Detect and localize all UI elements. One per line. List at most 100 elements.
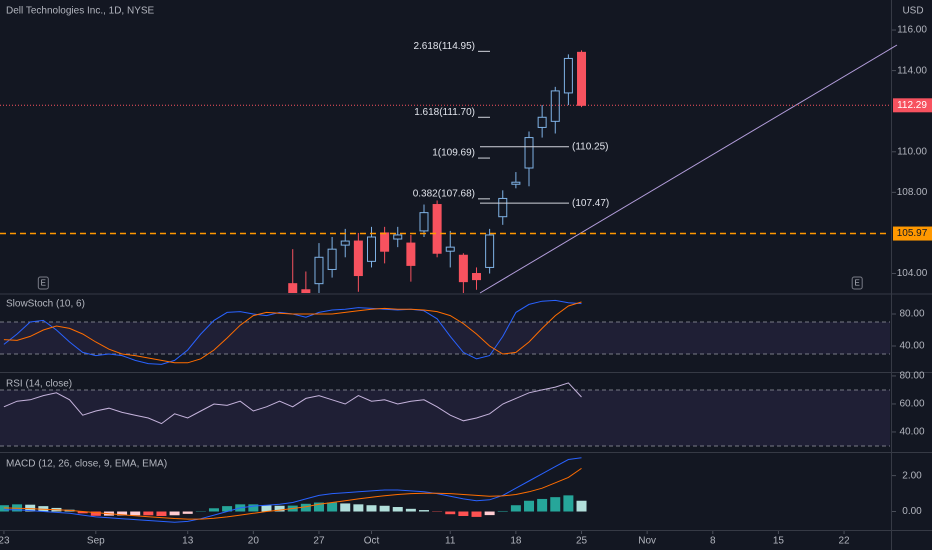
candle-body bbox=[340, 240, 350, 246]
indicator-title: SlowStoch (10, 6) bbox=[6, 299, 85, 310]
y-tick-label: 60.00 bbox=[899, 399, 924, 410]
histogram-bar bbox=[77, 511, 88, 514]
candle-body bbox=[498, 197, 508, 218]
candle-body bbox=[353, 240, 363, 277]
x-tick-label: Sep bbox=[87, 536, 105, 547]
histogram-bar bbox=[353, 504, 364, 512]
histogram-bar bbox=[340, 503, 351, 512]
y-tick-label: 40.00 bbox=[899, 341, 924, 352]
histogram-bar bbox=[497, 510, 508, 512]
target-label: (107.47) bbox=[572, 198, 609, 209]
target-label: (110.25) bbox=[572, 141, 609, 152]
histogram-bar bbox=[169, 511, 180, 516]
x-tick-label: 13 bbox=[182, 536, 194, 547]
candle-body bbox=[406, 242, 416, 266]
histogram-bar bbox=[418, 510, 429, 512]
x-tick-label: 27 bbox=[313, 536, 325, 547]
candle-body bbox=[314, 256, 324, 285]
candle-body bbox=[537, 116, 547, 128]
histogram-bar bbox=[327, 502, 338, 512]
last-price-label: 112.29 bbox=[897, 100, 927, 111]
histogram-bar bbox=[458, 511, 469, 516]
histogram-bar bbox=[537, 498, 548, 512]
histogram-bar bbox=[471, 511, 482, 517]
x-tick-label: 23 bbox=[0, 536, 10, 547]
series-line bbox=[3, 301, 582, 364]
histogram-bar bbox=[392, 507, 403, 512]
x-tick-label: Nov bbox=[638, 536, 656, 547]
x-tick-label: 18 bbox=[510, 536, 522, 547]
earnings-label: E bbox=[41, 279, 46, 288]
currency: USD bbox=[902, 6, 923, 17]
histogram-bar bbox=[563, 495, 574, 512]
histogram-bar bbox=[208, 508, 219, 512]
band-fill bbox=[0, 322, 890, 354]
candle-body bbox=[472, 273, 482, 281]
series-line bbox=[3, 457, 582, 523]
x-tick-label: 8 bbox=[710, 536, 716, 547]
histogram-bar bbox=[182, 511, 193, 514]
y-tick-label: 110.00 bbox=[897, 146, 927, 157]
histogram-bar bbox=[222, 506, 233, 512]
histogram-bar bbox=[379, 505, 390, 512]
x-tick-label: 25 bbox=[576, 536, 588, 547]
histogram-bar bbox=[576, 500, 587, 512]
candle-body bbox=[380, 232, 390, 252]
fib-label: 0.382(107.68) bbox=[413, 188, 475, 199]
level-label: 105.97 bbox=[897, 228, 928, 239]
y-tick-label: 2.00 bbox=[902, 470, 922, 481]
panel bbox=[288, 50, 587, 293]
fib-label: 1(109.69) bbox=[432, 148, 475, 159]
candle-body bbox=[419, 212, 429, 232]
candle-body bbox=[366, 236, 376, 262]
indicator-title: MACD (12, 26, close, 9, EMA, EMA) bbox=[6, 459, 167, 470]
earnings-label: E bbox=[855, 279, 860, 288]
histogram-bar bbox=[445, 511, 456, 515]
x-tick-label: 20 bbox=[248, 536, 260, 547]
earnings-marker bbox=[37, 276, 49, 290]
candle-body bbox=[577, 51, 587, 106]
histogram-bar bbox=[524, 500, 535, 512]
histogram-bar bbox=[300, 503, 311, 512]
candle-body bbox=[511, 181, 521, 185]
y-tick-label: 40.00 bbox=[899, 427, 924, 438]
histogram-bar bbox=[248, 504, 259, 512]
y-tick-label: 108.00 bbox=[897, 187, 928, 198]
y-tick-label: 80.00 bbox=[899, 309, 924, 320]
panel bbox=[0, 299, 890, 365]
histogram-bar bbox=[143, 511, 154, 516]
candle-body bbox=[563, 57, 573, 94]
candle-body bbox=[301, 289, 311, 293]
panel bbox=[0, 457, 587, 523]
histogram-bar bbox=[366, 505, 377, 512]
histogram-bar bbox=[90, 511, 101, 516]
histogram-bar bbox=[117, 511, 128, 516]
candle-body bbox=[432, 204, 442, 254]
candle-body bbox=[327, 248, 337, 270]
histogram-bar bbox=[274, 505, 285, 512]
candle-body bbox=[550, 90, 560, 122]
candle-body bbox=[524, 137, 534, 169]
histogram-bar bbox=[130, 511, 141, 516]
panel bbox=[0, 382, 890, 447]
fib-label: 1.618(111.70) bbox=[414, 107, 475, 118]
chart-title: Dell Technologies Inc., 1D, NYSE bbox=[6, 6, 155, 17]
candle-body bbox=[458, 254, 468, 283]
earnings-marker bbox=[851, 276, 863, 290]
candle-body bbox=[485, 234, 495, 268]
x-tick-label: Oct bbox=[364, 536, 380, 547]
histogram-bar bbox=[510, 505, 521, 512]
x-tick-label: 22 bbox=[838, 536, 850, 547]
y-tick-label: 0.00 bbox=[902, 506, 922, 517]
y-tick-label: 116.00 bbox=[897, 25, 927, 36]
series-line bbox=[3, 467, 582, 520]
y-tick-label: 114.00 bbox=[897, 65, 927, 76]
fib-label: 2.618(114.95) bbox=[413, 41, 475, 52]
candle-body bbox=[393, 234, 403, 240]
series-line bbox=[3, 382, 582, 425]
band-fill bbox=[0, 389, 890, 446]
histogram-bar bbox=[550, 497, 561, 512]
indicator-title: RSI (14, close) bbox=[6, 379, 72, 390]
y-tick-label: 104.00 bbox=[897, 268, 928, 279]
